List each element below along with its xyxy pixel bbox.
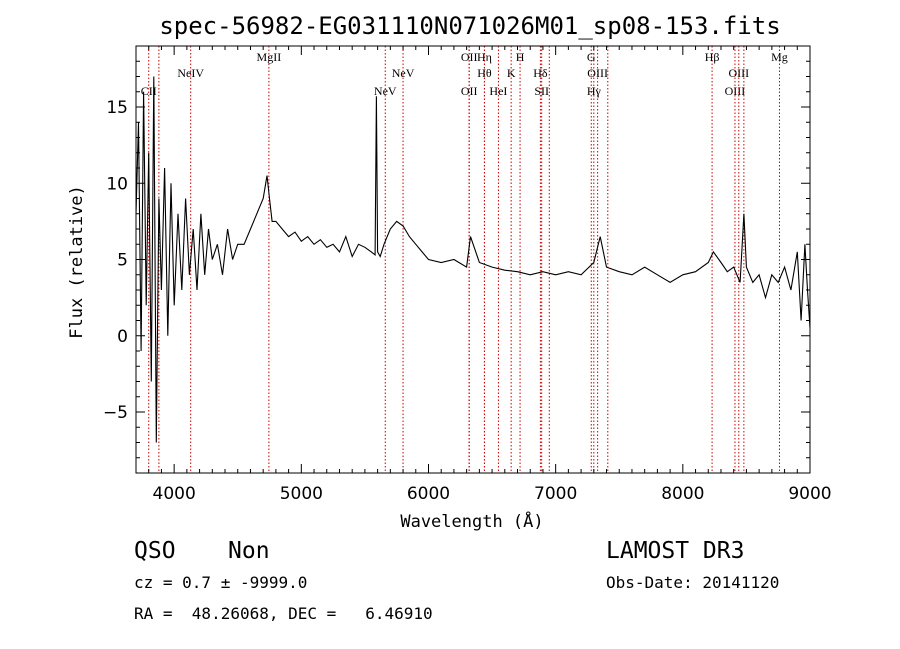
x-tick-label: 5000 bbox=[280, 484, 323, 504]
y-tick-label: 10 bbox=[106, 174, 128, 194]
x-tick-label: 8000 bbox=[661, 484, 704, 504]
marker-label: Hθ bbox=[477, 66, 492, 80]
object-subclass: Non bbox=[228, 538, 270, 564]
marker-label: NeIV bbox=[177, 66, 204, 80]
marker-label: K bbox=[507, 66, 516, 80]
y-tick-label: 5 bbox=[117, 251, 128, 271]
marker-label: Hβ bbox=[705, 50, 720, 64]
marker-label: Hγ bbox=[587, 84, 602, 98]
obs-date: Obs-Date: 20141120 bbox=[606, 573, 780, 592]
marker-label: OIII bbox=[728, 66, 749, 80]
y-tick-label: −5 bbox=[103, 403, 128, 423]
marker-label: HeI bbox=[489, 84, 507, 98]
survey-name: LAMOST DR3 bbox=[606, 538, 745, 564]
plot-axes: 4000 5000 6000 7000 8000 9000 −5 0 5 10 15 bbox=[103, 45, 832, 504]
marker-label: OII bbox=[461, 84, 478, 98]
y-tick-label: 0 bbox=[117, 327, 128, 347]
marker-label: OIII bbox=[587, 66, 608, 80]
marker-label: NeV bbox=[392, 66, 415, 80]
x-tick-label: 6000 bbox=[407, 484, 450, 504]
spectrum-series-line bbox=[135, 76, 811, 443]
y-tick-label: 15 bbox=[106, 98, 128, 118]
marker-label: G bbox=[587, 50, 596, 64]
plot-frame bbox=[135, 45, 811, 474]
ra-dec: RA = 48.26068, DEC = 6.46910 bbox=[134, 604, 433, 623]
marker-label: OIII bbox=[725, 84, 746, 98]
marker-label: NeV bbox=[374, 84, 397, 98]
marker-label: SII bbox=[534, 84, 549, 98]
marker-label: Hδ bbox=[533, 66, 548, 80]
x-tick-label: 9000 bbox=[788, 484, 831, 504]
marker-label: MgII bbox=[257, 50, 282, 64]
x-tick-label: 4000 bbox=[153, 484, 196, 504]
x-axis-label: Wavelength (Å) bbox=[400, 510, 543, 532]
y-axis-label: Flux (relative) bbox=[67, 185, 87, 339]
spectral-line-markers: CIINeIVMgIINeVNeVOIIOIIHηHθHeIKHHδSIIGOI… bbox=[141, 46, 788, 473]
marker-label: Mg bbox=[771, 50, 788, 64]
chart-title: spec-56982-EG031110N071026M01_sp08-153.f… bbox=[159, 12, 780, 40]
x-tick-label: 7000 bbox=[534, 484, 577, 504]
redshift-cz: cz = 0.7 ± -9999.0 bbox=[134, 573, 308, 592]
marker-label: H bbox=[516, 50, 525, 64]
marker-label: CII bbox=[141, 84, 157, 98]
object-class: QSO bbox=[134, 538, 176, 564]
